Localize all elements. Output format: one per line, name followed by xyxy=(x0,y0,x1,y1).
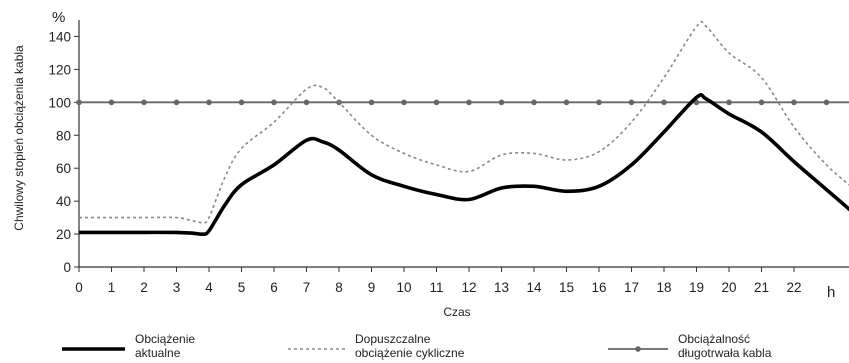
x-tick-label: 20 xyxy=(721,280,736,295)
series-line-dopuszczalne-cykliczne xyxy=(79,20,849,224)
legend-label-line2: obciążenie cykliczne xyxy=(355,346,465,360)
series-marker xyxy=(368,99,375,106)
x-tick-label: 15 xyxy=(559,280,574,295)
y-tick-label: 120 xyxy=(48,62,71,77)
y-tick-label: 140 xyxy=(48,29,71,44)
x-tick-label: 13 xyxy=(494,280,509,295)
legend-label-line1: Dopuszczalne xyxy=(355,332,431,346)
x-tick-label: 11 xyxy=(429,280,443,295)
x-tick-label: 6 xyxy=(270,280,278,295)
series-marker xyxy=(726,99,732,106)
y-unit-label: % xyxy=(52,9,65,26)
legend-label-line2: długotrwała kabla xyxy=(678,346,772,360)
series-marker xyxy=(628,99,635,106)
x-tick-label: 19 xyxy=(689,280,704,295)
x-tick-label: 16 xyxy=(591,280,606,295)
series-marker xyxy=(823,99,830,106)
x-tick-label: 2 xyxy=(140,280,148,295)
legend-label-line2: aktualne xyxy=(135,346,181,360)
y-axis-title: Chwilowy stopień obciążenia kabla xyxy=(12,45,26,231)
y-tick-label: 20 xyxy=(56,227,71,242)
series-marker xyxy=(433,99,440,106)
y-tick-label: 60 xyxy=(56,161,71,176)
axes xyxy=(74,20,849,272)
series-marker xyxy=(206,99,212,106)
series-marker xyxy=(108,99,115,106)
x-unit-label: h xyxy=(827,284,835,301)
series-marker xyxy=(303,99,310,106)
x-tick-label: 0 xyxy=(75,280,83,295)
x-tick-label: 18 xyxy=(656,280,671,295)
y-tick-label: 40 xyxy=(56,194,71,209)
series-marker xyxy=(141,99,147,106)
series-marker xyxy=(661,99,667,106)
series-marker xyxy=(563,99,570,106)
x-tick-label: 22 xyxy=(786,280,801,295)
series-marker xyxy=(238,99,245,106)
legend-label-line1: Obciążenie xyxy=(135,332,195,346)
x-tick-label: 3 xyxy=(173,280,181,295)
legend-swatch-marker xyxy=(635,346,641,352)
series-marker xyxy=(531,99,537,106)
x-tick-label: 21 xyxy=(754,280,769,295)
x-tick-label: 4 xyxy=(205,280,213,295)
series-marker xyxy=(401,99,407,106)
series-marker xyxy=(758,99,765,106)
series-marker xyxy=(271,99,277,106)
series-marker xyxy=(466,99,472,106)
x-tick-label: 5 xyxy=(238,280,246,295)
x-axis-title: Czas xyxy=(443,305,470,319)
x-tick-label: 7 xyxy=(303,280,311,295)
x-tick-label: 1 xyxy=(108,280,116,295)
series-marker xyxy=(76,99,82,106)
y-tick-label: 100 xyxy=(48,95,71,110)
series-lines xyxy=(76,20,849,236)
y-tick-label: 0 xyxy=(63,260,71,275)
y-tick-label: 80 xyxy=(56,128,71,143)
x-tick-label: 14 xyxy=(526,280,542,295)
x-tick-label: 8 xyxy=(335,280,343,295)
series-marker xyxy=(791,99,797,106)
legend-label-line1: Obciążalność xyxy=(678,332,750,346)
series-line-obciazenie-aktualne xyxy=(79,93,849,236)
series-marker xyxy=(596,99,602,106)
x-tick-label: 17 xyxy=(624,280,639,295)
series-marker xyxy=(173,99,180,106)
x-tick-label: 9 xyxy=(368,280,376,295)
x-tick-label: 10 xyxy=(396,280,411,295)
x-tick-label: 12 xyxy=(461,280,476,295)
series-marker xyxy=(498,99,505,106)
